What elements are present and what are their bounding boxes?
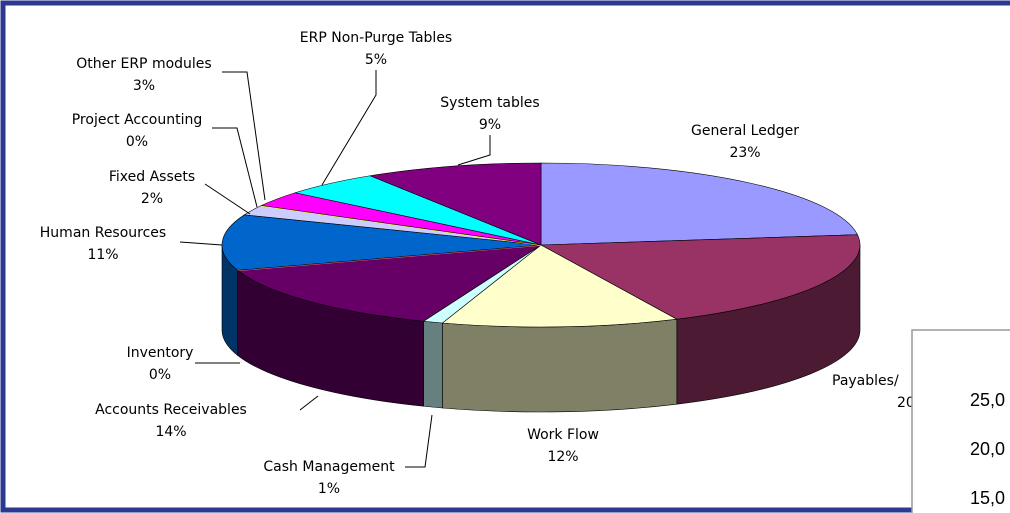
- slice-label: Inventory: [127, 345, 194, 361]
- slice-top: [221, 214, 542, 271]
- leader-line: [457, 135, 491, 166]
- slice-label: Other ERP modules: [76, 56, 211, 72]
- slice-value-label: 14%: [155, 424, 186, 440]
- slice-value-label: 2%: [141, 191, 163, 207]
- overlay-window: 25,0 20,0 15,0: [911, 329, 1010, 513]
- slice-label: Cash Management: [263, 459, 395, 475]
- slice-top: [441, 244, 678, 328]
- leader-line: [204, 183, 251, 215]
- slice-value-label: 12%: [547, 449, 578, 465]
- slice-top: [539, 234, 861, 320]
- leader-line: [405, 414, 433, 468]
- slice-label: Payables/: [832, 373, 899, 389]
- slice-label: Human Resources: [40, 225, 166, 241]
- overlay-clip: 25,0 20,0 15,0: [970, 390, 1005, 508]
- slice-top: [540, 162, 858, 246]
- slice-label: Fixed Assets: [109, 169, 195, 185]
- slice-label: General Ledger: [691, 123, 799, 139]
- overlay-panel: [911, 329, 1010, 513]
- slice-value-label: 0%: [126, 134, 148, 150]
- leader-line: [212, 127, 258, 208]
- overlay-axis-label: 20,0: [970, 439, 1005, 459]
- slice-value-label: 5%: [365, 52, 387, 68]
- slice-value-label: 1%: [318, 481, 340, 497]
- slice-label: Work Flow: [527, 427, 599, 443]
- slice-label: Project Accounting: [72, 112, 203, 128]
- overlay-axis-label: 15,0: [970, 488, 1005, 508]
- leader-line: [299, 395, 319, 411]
- slice-value-label: 0%: [149, 367, 171, 383]
- slice-side: [423, 320, 443, 409]
- leader-line: [222, 71, 266, 201]
- slice-label: System tables: [440, 95, 539, 111]
- slice-label: ERP Non-Purge Tables: [300, 30, 452, 46]
- slice-value-label: 11%: [87, 247, 118, 263]
- slice-label: Accounts Receivables: [95, 402, 247, 418]
- leader-line: [321, 70, 377, 186]
- overlay-axis-label: 25,0: [970, 390, 1005, 410]
- slice-side: [442, 318, 678, 413]
- slice-value-label: 3%: [133, 78, 155, 94]
- slice-value-label: 9%: [479, 117, 501, 133]
- slice-value-label: 23%: [729, 145, 760, 161]
- leader-line: [179, 241, 223, 246]
- slice-top: [368, 162, 542, 246]
